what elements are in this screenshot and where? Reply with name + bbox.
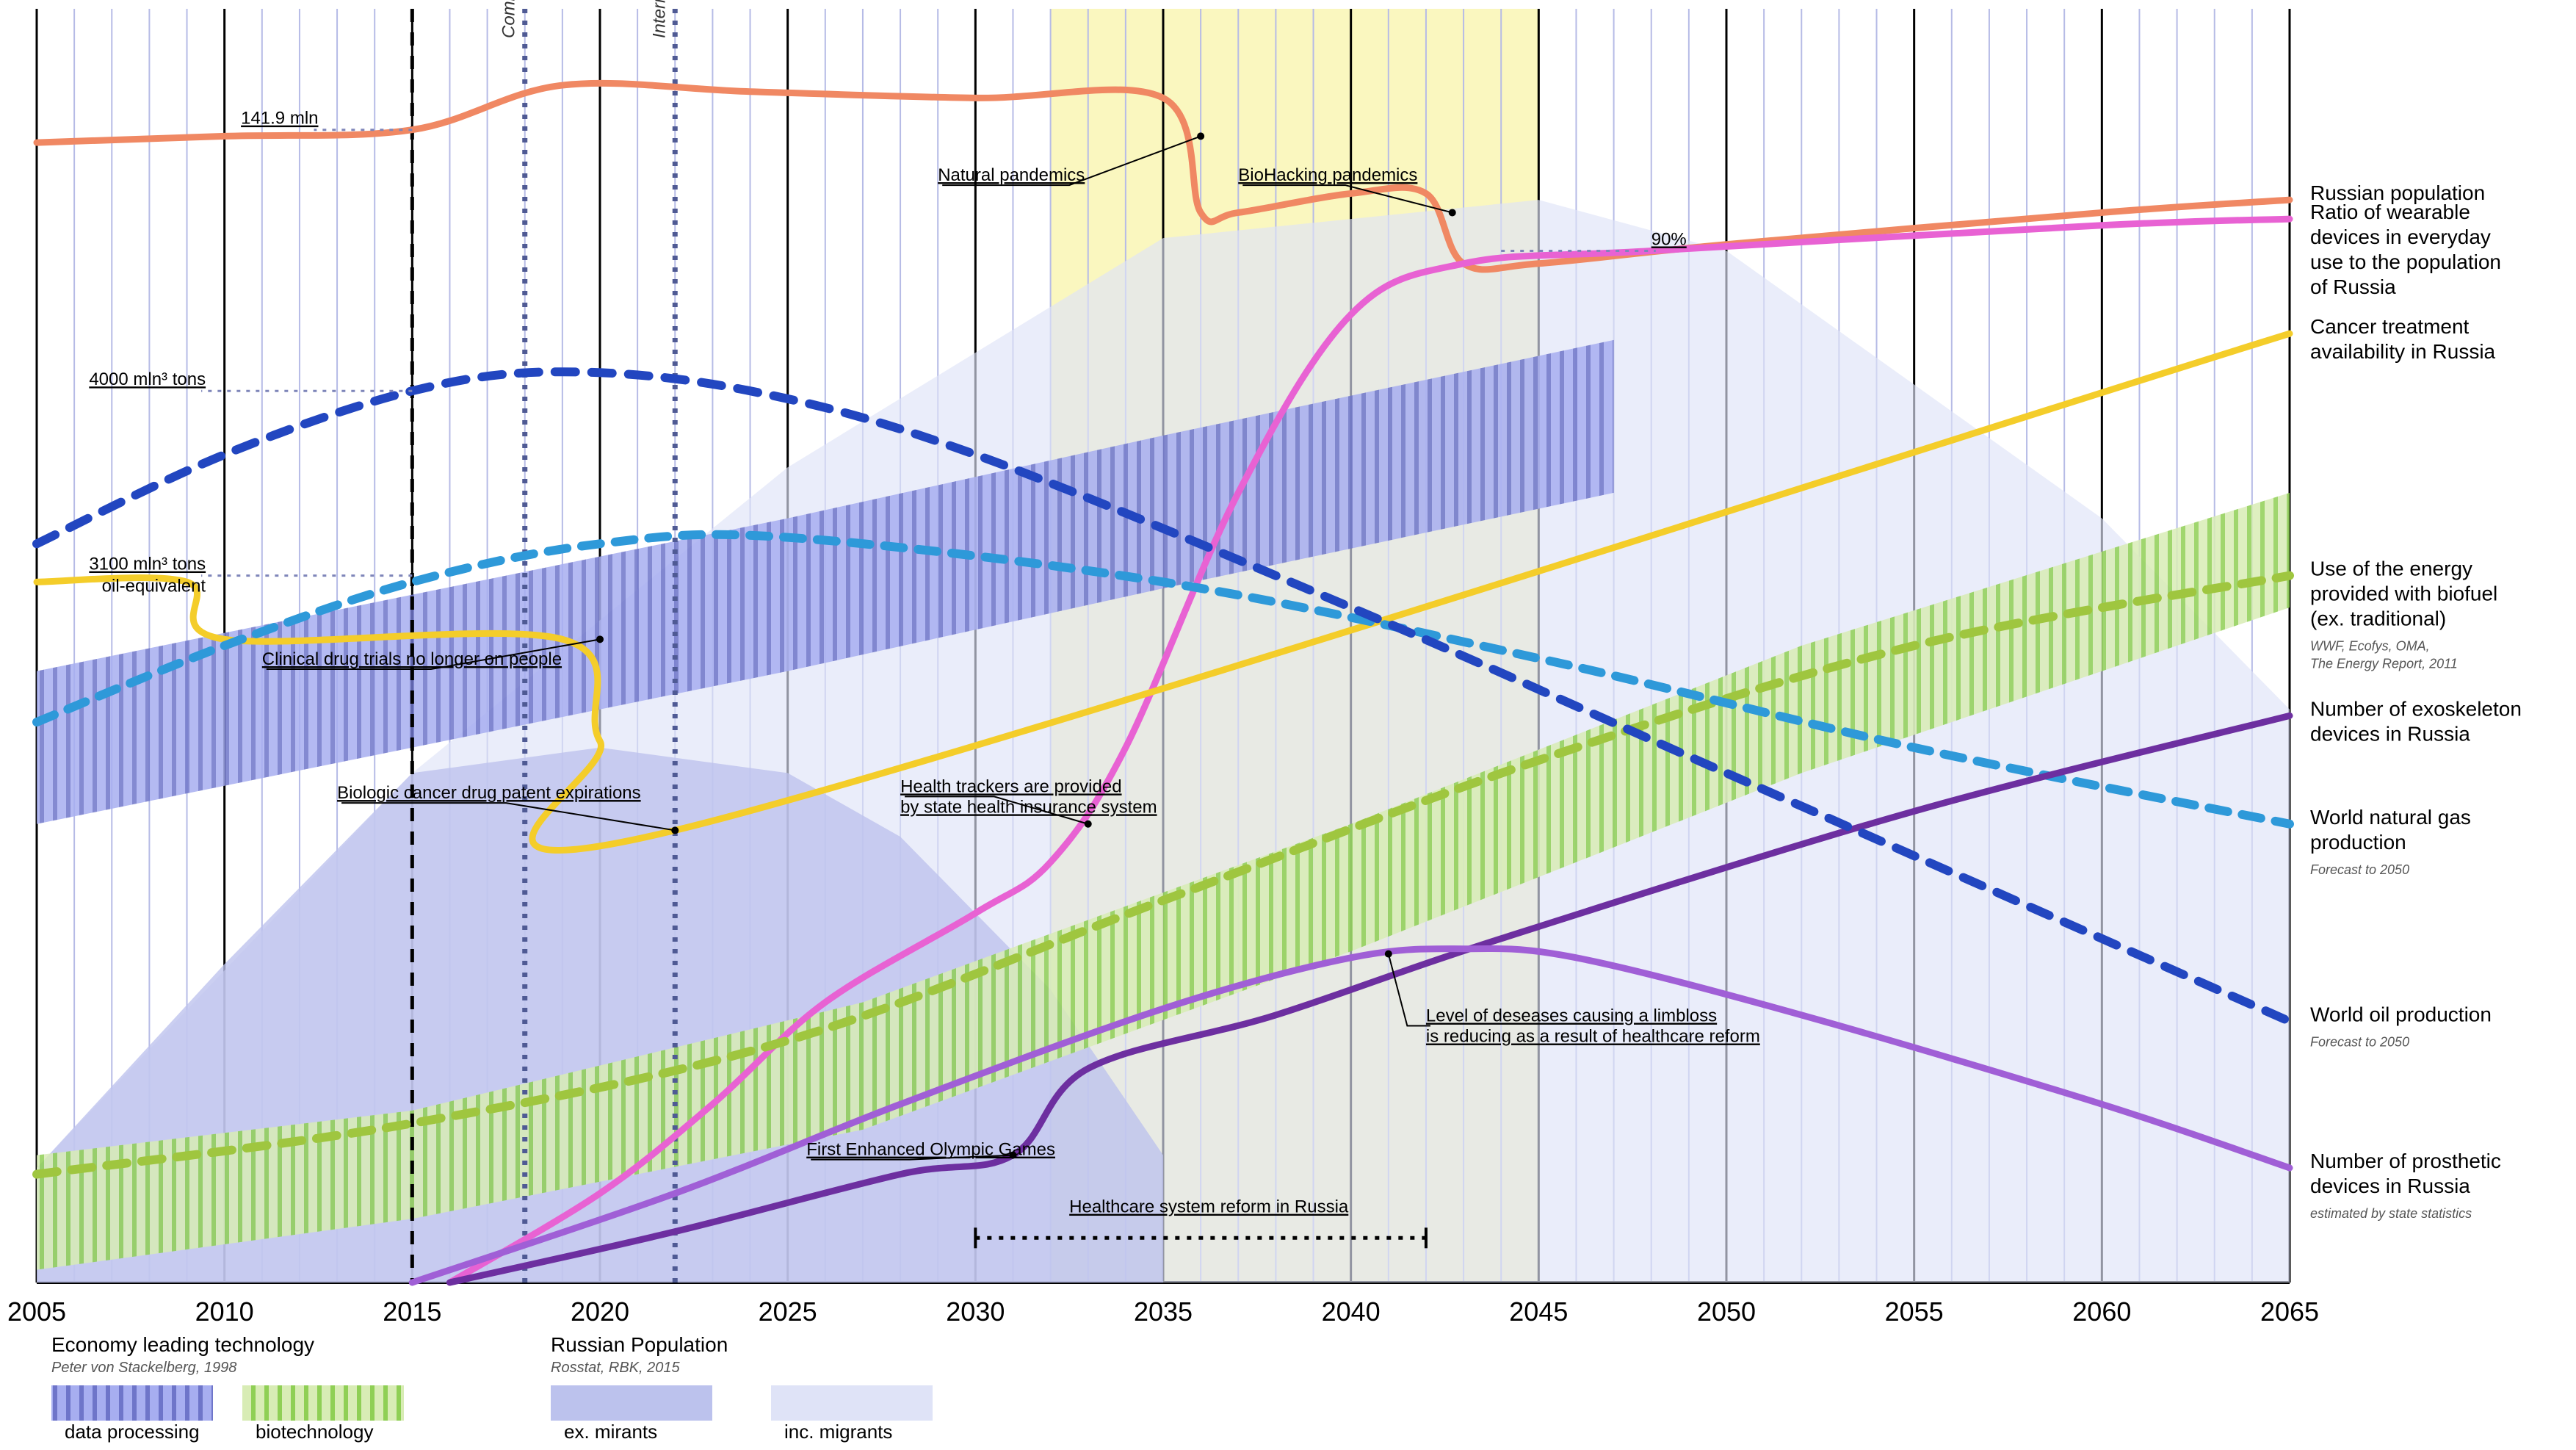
x-tick-label: 2025 xyxy=(759,1296,817,1327)
series-label: Ratio of wearable xyxy=(2310,201,2470,223)
series-label: Cancer treatment xyxy=(2310,315,2470,338)
x-tick-label: 2060 xyxy=(2072,1296,2131,1327)
annotation-label: Health trackers are provided xyxy=(900,776,1121,796)
x-tick-label: 2035 xyxy=(1134,1296,1193,1327)
legend-swatch xyxy=(242,1385,404,1421)
svg-text:ex. mirants: ex. mirants xyxy=(564,1421,657,1443)
x-tick-label: 2065 xyxy=(2260,1296,2319,1327)
series-label: Use of the energy xyxy=(2310,558,2472,580)
annotation-label: Biologic cancer drug patent expirations xyxy=(337,783,641,803)
annotation-label: BioHacking pandemics xyxy=(1238,165,1417,185)
x-tick-label: 2030 xyxy=(946,1296,1005,1327)
svg-text:production: production xyxy=(2310,831,2406,854)
svg-text:Forecast to 2050: Forecast to 2050 xyxy=(2310,1035,2409,1050)
value-callout: 4000 mln³ tons xyxy=(89,369,206,389)
x-tick-label: 2050 xyxy=(1697,1296,1756,1327)
svg-text:Peter von Stackelberg, 1998: Peter von Stackelberg, 1998 xyxy=(51,1360,236,1376)
svg-text:data processing: data processing xyxy=(65,1421,200,1443)
svg-text:(ex. traditional): (ex. traditional) xyxy=(2310,607,2446,630)
svg-text:of Russia: of Russia xyxy=(2310,275,2396,298)
svg-text:inc. migrants: inc. migrants xyxy=(784,1421,892,1443)
svg-text:oil-equivalent: oil-equivalent xyxy=(102,577,206,596)
series-label: Number of exoskeleton xyxy=(2310,697,2522,720)
svg-text:devices in everyday: devices in everyday xyxy=(2310,226,2491,248)
x-tick-label: 2045 xyxy=(1509,1296,1568,1327)
svg-text:Rosstat, RBK, 2015: Rosstat, RBK, 2015 xyxy=(551,1360,681,1376)
svg-text:devices in Russia: devices in Russia xyxy=(2310,1175,2470,1197)
annotation-label: Healthcare system reform in Russia xyxy=(1069,1197,1349,1217)
event-line-label: Internet of things era begins xyxy=(649,0,669,38)
event-line-label: Commercial 3d printers widespread xyxy=(499,0,519,38)
svg-text:biotechnology: biotechnology xyxy=(256,1421,373,1443)
series-label: Number of prosthetic xyxy=(2310,1150,2501,1172)
svg-text:is reducing as a result of hea: is reducing as a result of healthcare re… xyxy=(1426,1027,1760,1047)
svg-text:estimated by state statistics: estimated by state statistics xyxy=(2310,1206,2472,1221)
x-tick-label: 2055 xyxy=(1885,1296,1944,1327)
svg-text:availability in Russia: availability in Russia xyxy=(2310,340,2496,363)
legend-swatch xyxy=(771,1385,933,1421)
svg-text:devices in Russia: devices in Russia xyxy=(2310,722,2470,745)
annotation-label: First Enhanced Olympic Games xyxy=(806,1140,1055,1160)
x-tick-label: 2010 xyxy=(195,1296,254,1327)
svg-text:Forecast to 2050: Forecast to 2050 xyxy=(2310,862,2409,877)
series-label: World natural gas xyxy=(2310,806,2471,829)
x-tick-label: 2015 xyxy=(383,1296,441,1327)
svg-text:WWF, Ecofys, OMA,: WWF, Ecofys, OMA, xyxy=(2310,639,2430,654)
x-tick-label: 2020 xyxy=(571,1296,629,1327)
annotation-label: Level of deseases causing a limbloss xyxy=(1426,1006,1717,1026)
legend-swatch xyxy=(551,1385,712,1421)
svg-text:use to the population: use to the population xyxy=(2310,250,2501,273)
annotation-label: Clinical drug trials no longer on people xyxy=(262,649,562,669)
svg-text:provided with biofuel: provided with biofuel xyxy=(2310,582,2497,605)
legend-swatch xyxy=(51,1385,213,1421)
value-callout: 141.9 mln xyxy=(241,109,318,129)
value-callout: 90% xyxy=(1651,229,1687,249)
svg-text:The Energy Report, 2011: The Energy Report, 2011 xyxy=(2310,657,2458,671)
svg-text:Russian Population: Russian Population xyxy=(551,1333,728,1356)
x-tick-label: 2040 xyxy=(1322,1296,1381,1327)
value-callout: 3100 mln³ tons xyxy=(89,555,206,574)
svg-text:Economy leading technology: Economy leading technology xyxy=(51,1333,314,1356)
series-label: World oil production xyxy=(2310,1003,2492,1026)
x-tick-label: 2005 xyxy=(7,1296,66,1327)
annotation-label: Natural pandemics xyxy=(938,165,1085,185)
forecast-timeline-chart: Commercial 3d printers widespread Interne… xyxy=(0,0,2576,1450)
